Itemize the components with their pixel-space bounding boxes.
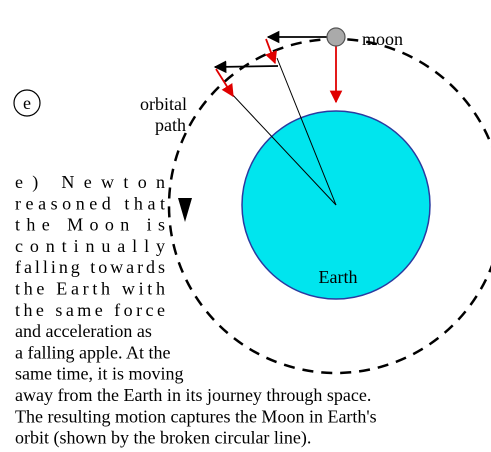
caption-line: a falling apple. At the [15, 342, 170, 362]
caption-line: orbit (shown by the broken circular line… [15, 428, 311, 449]
panel-badge [13, 89, 41, 117]
moon [326, 27, 346, 47]
caption-line: The resulting motion captures the Moon i… [15, 406, 377, 426]
caption-line: the Moon is [15, 215, 165, 235]
orbit-label: path [155, 115, 186, 135]
orbit-arrow [178, 198, 192, 222]
caption-line: away from the Earth in its journey throu… [15, 385, 371, 405]
caption-line: same time, it is moving [15, 364, 184, 384]
panel-label: e [23, 93, 31, 113]
earth-label: Earth [319, 267, 358, 287]
radius-line [276, 57, 337, 206]
caption-line: reasoned that [15, 193, 165, 213]
radius-line [229, 91, 337, 206]
fall-arrow [265, 38, 277, 65]
velocity-arrow [213, 60, 279, 74]
orbit-label: orbital [140, 94, 187, 114]
caption-line: the same force [15, 300, 165, 320]
caption-line: the Earth with [15, 279, 165, 299]
caption-line: e) Newton [15, 172, 165, 193]
caption-line: falling towards [15, 257, 165, 277]
moon-label: moon [362, 29, 403, 49]
fall-arrow [215, 68, 234, 98]
caption-line: and acceleration as [15, 321, 152, 341]
caption-line: continually [15, 236, 165, 256]
